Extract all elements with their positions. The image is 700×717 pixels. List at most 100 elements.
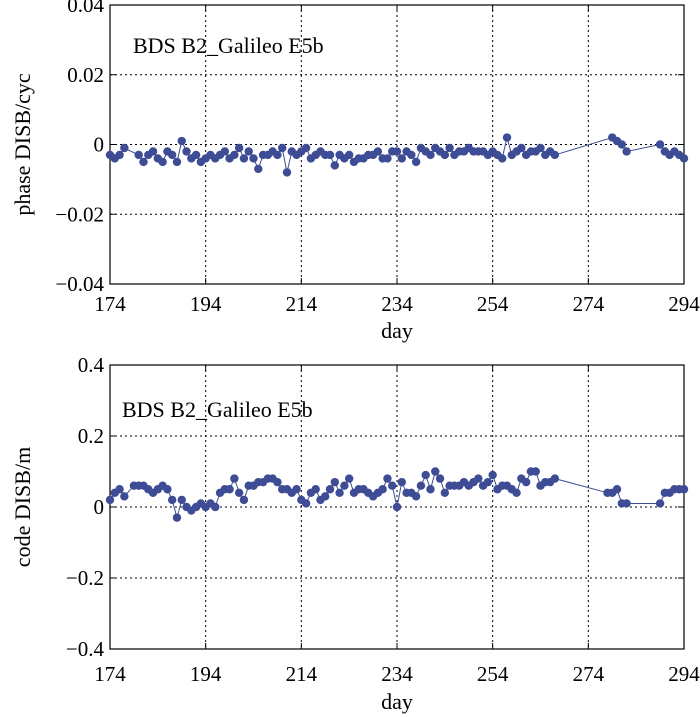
top-data-point: [158, 157, 167, 167]
top-data-point: [220, 147, 229, 156]
top-data-point: [230, 150, 239, 160]
top-data-point: [278, 143, 287, 153]
bottom-data-point: [163, 485, 172, 494]
bottom-data-point: [411, 492, 421, 501]
bottom-x-tick-label: 174: [94, 662, 126, 686]
bottom-x-tick-label: 294: [668, 662, 700, 686]
bottom-y-tick-label: −0.2: [66, 566, 104, 590]
top-data-point: [392, 147, 402, 156]
bottom-y-tick-label: 0.2: [78, 424, 104, 448]
top-data-point: [182, 147, 191, 156]
bottom-data-point: [512, 488, 521, 497]
bottom-data-point: [335, 488, 344, 497]
top-data-point: [550, 150, 560, 160]
top-data-point: [239, 154, 249, 163]
top-data-point: [407, 150, 416, 160]
bottom-data-point: [431, 467, 440, 476]
top-x-tick-label: 194: [190, 292, 222, 316]
top-data-point: [411, 157, 421, 167]
top-x-tick-label: 234: [381, 292, 413, 316]
bottom-data-point: [421, 470, 430, 480]
bottom-x-tick-label: 254: [477, 662, 509, 686]
top-data-point: [115, 150, 124, 160]
top-data-point: [397, 154, 406, 163]
top-data-point: [172, 157, 182, 167]
bottom-data-point: [392, 502, 402, 512]
bottom-y-tick-label: 0: [94, 495, 105, 519]
top-y-tick-label: 0.02: [67, 63, 104, 87]
top-plot-frame: [109, 4, 685, 285]
top-data-point: [679, 154, 689, 163]
top-data-point: [191, 150, 201, 160]
top-data-point: [617, 140, 627, 149]
bottom-data-point: [622, 499, 631, 508]
bottom-data-point: [397, 477, 406, 487]
bottom-data-point: [531, 467, 540, 476]
bottom-data-point: [344, 474, 354, 483]
top-x-axis-label: day: [381, 318, 413, 343]
bottom-data-point: [120, 492, 129, 501]
bottom-x-tick-label: 194: [190, 662, 222, 686]
top-data-point: [134, 150, 143, 160]
bottom-x-axis-label: day: [381, 689, 413, 714]
top-data-point: [440, 150, 450, 160]
bottom-x-tick-label: 234: [381, 662, 413, 686]
top-y-tick-label: −0.02: [55, 202, 104, 226]
bottom-data-point: [388, 481, 397, 490]
bottom-y-tick-label: 0.4: [78, 353, 105, 377]
top-y-tick-label: 0.04: [67, 0, 104, 17]
bottom-data-point: [273, 477, 282, 487]
bottom-data-point: [225, 485, 234, 494]
top-y-tick-label: −0.04: [55, 272, 104, 296]
bottom-y-axis-label: code DISB/m: [10, 447, 35, 567]
top-data-point: [244, 147, 253, 156]
bottom-data-point: [440, 488, 450, 497]
top-data-point: [234, 143, 244, 153]
top-data-point: [622, 147, 631, 156]
top-data-point: [325, 150, 335, 160]
top-data-point: [445, 143, 454, 153]
top-x-tick-label: 274: [573, 292, 605, 316]
bottom-data-point: [330, 477, 340, 487]
bottom-data-point: [230, 474, 239, 483]
bottom-data-point: [311, 485, 320, 494]
top-data-point: [301, 143, 311, 153]
top-x-tick-label: 254: [477, 292, 509, 316]
bottom-data-point: [167, 495, 177, 505]
top-data-point: [426, 150, 435, 160]
bottom-data-point: [234, 488, 244, 497]
bottom-data-point: [378, 485, 387, 494]
top-data-point: [502, 133, 512, 142]
top-data-point: [282, 168, 292, 177]
bottom-data-point: [655, 499, 665, 508]
top-data-point: [536, 143, 545, 153]
top-data-point: [249, 154, 258, 163]
bottom-data-point: [177, 495, 186, 505]
bottom-data-point: [105, 495, 115, 505]
bottom-series-annotation: BDS B2_Galileo E5b: [122, 397, 313, 422]
top-data-point: [655, 140, 665, 149]
top-data-point: [373, 147, 383, 156]
top-data-point: [177, 136, 186, 146]
bottom-data-point: [416, 481, 426, 490]
bottom-data-point: [325, 485, 335, 494]
top-data-point: [330, 161, 340, 170]
bottom-data-point: [612, 485, 622, 494]
top-y-tick-label: 0: [94, 133, 105, 157]
top-x-tick-label: 294: [668, 292, 700, 316]
top-data-point: [167, 150, 177, 160]
bottom-data-point: [550, 474, 560, 483]
bottom-data-point: [383, 474, 392, 483]
top-data-point: [254, 164, 263, 174]
bottom-plot-frame: [109, 364, 685, 650]
top-data-point: [383, 154, 392, 163]
top-x-tick-label: 214: [286, 292, 318, 316]
top-series-annotation: BDS B2_Galileo E5b: [133, 33, 324, 58]
top-data-point: [344, 150, 354, 160]
top-data-point: [273, 150, 282, 160]
top-y-axis-label: phase DISB/cyc: [10, 73, 35, 216]
bottom-data-point: [172, 513, 182, 522]
bottom-data-point: [292, 485, 301, 494]
top-data-point: [148, 147, 158, 156]
